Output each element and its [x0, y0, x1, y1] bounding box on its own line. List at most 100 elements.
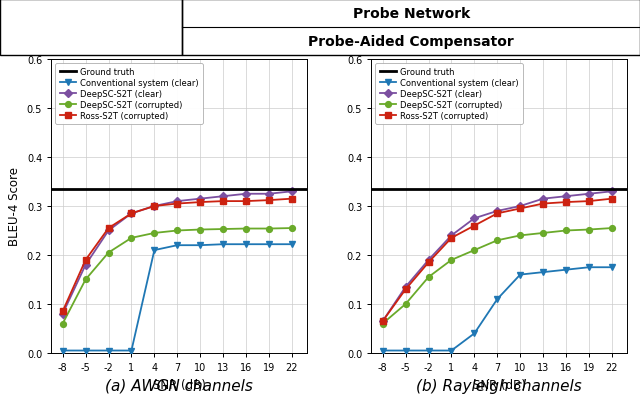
- Ross-S2T (corrupted): [402, 287, 410, 292]
- Conventional system (clear): [379, 348, 387, 353]
- DeepSC-S2T (corrupted): [288, 226, 296, 231]
- Conventional system (clear): [425, 348, 433, 353]
- Ross-S2T (corrupted): [59, 309, 67, 314]
- Line: Conventional system (clear): Conventional system (clear): [60, 242, 295, 354]
- Conventional system (clear): [82, 348, 90, 353]
- Line: DeepSC-S2T (clear): DeepSC-S2T (clear): [380, 189, 614, 324]
- DeepSC-S2T (clear): [82, 263, 90, 268]
- DeepSC-S2T (clear): [265, 192, 273, 197]
- Ross-S2T (corrupted): [105, 226, 113, 231]
- Y-axis label: BLEU-4 Score: BLEU-4 Score: [8, 167, 21, 246]
- DeepSC-S2T (clear): [470, 216, 478, 221]
- Ross-S2T (corrupted): [493, 211, 501, 216]
- Ross-S2T (corrupted): [220, 199, 227, 204]
- DeepSC-S2T (corrupted): [470, 248, 478, 253]
- Ross-S2T (corrupted): [127, 211, 135, 216]
- DeepSC-S2T (corrupted): [59, 321, 67, 326]
- DeepSC-S2T (clear): [220, 194, 227, 199]
- Conventional system (clear): [59, 348, 67, 353]
- Text: (a) AWGN channels: (a) AWGN channels: [105, 377, 253, 393]
- DeepSC-S2T (corrupted): [585, 228, 593, 233]
- DeepSC-S2T (clear): [402, 285, 410, 290]
- Text: Probe-Aided Compensator: Probe-Aided Compensator: [308, 35, 514, 49]
- DeepSC-S2T (corrupted): [562, 228, 570, 233]
- DeepSC-S2T (clear): [447, 233, 455, 238]
- Bar: [182, 0, 640, 56]
- DeepSC-S2T (corrupted): [196, 228, 204, 233]
- Conventional system (clear): [402, 348, 410, 353]
- DeepSC-S2T (clear): [540, 197, 547, 202]
- DeepSC-S2T (corrupted): [82, 278, 90, 282]
- DeepSC-S2T (corrupted): [447, 258, 455, 263]
- Ross-S2T (corrupted): [265, 198, 273, 203]
- X-axis label: SNR (dB): SNR (dB): [473, 377, 525, 391]
- Conventional system (clear): [493, 297, 501, 302]
- DeepSC-S2T (corrupted): [608, 226, 616, 231]
- Conventional system (clear): [288, 242, 296, 247]
- DeepSC-S2T (clear): [562, 194, 570, 199]
- DeepSC-S2T (clear): [425, 258, 433, 263]
- Ross-S2T (corrupted): [425, 260, 433, 265]
- Conventional system (clear): [265, 242, 273, 247]
- DeepSC-S2T (corrupted): [173, 228, 181, 233]
- Ross-S2T (corrupted): [242, 199, 250, 204]
- Ross-S2T (corrupted): [379, 319, 387, 324]
- Conventional system (clear): [105, 348, 113, 353]
- X-axis label: SNR (dB): SNR (dB): [153, 377, 205, 391]
- DeepSC-S2T (clear): [516, 204, 524, 209]
- DeepSC-S2T (clear): [173, 199, 181, 204]
- Conventional system (clear): [516, 273, 524, 278]
- Conventional system (clear): [562, 268, 570, 273]
- DeepSC-S2T (clear): [608, 189, 616, 195]
- Conventional system (clear): [540, 270, 547, 275]
- Ground truth: [440, 187, 447, 192]
- Ross-S2T (corrupted): [516, 206, 524, 211]
- Conventional system (clear): [470, 331, 478, 336]
- DeepSC-S2T (corrupted): [127, 236, 135, 241]
- DeepSC-S2T (corrupted): [242, 226, 250, 231]
- DeepSC-S2T (corrupted): [220, 227, 227, 232]
- Line: DeepSC-S2T (clear): DeepSC-S2T (clear): [60, 189, 294, 317]
- DeepSC-S2T (corrupted): [402, 302, 410, 307]
- Ross-S2T (corrupted): [288, 197, 296, 202]
- DeepSC-S2T (corrupted): [150, 231, 158, 236]
- DeepSC-S2T (clear): [585, 192, 593, 197]
- DeepSC-S2T (corrupted): [516, 233, 524, 238]
- Ross-S2T (corrupted): [562, 200, 570, 205]
- DeepSC-S2T (clear): [379, 319, 387, 324]
- Line: Ross-S2T (corrupted): Ross-S2T (corrupted): [380, 196, 615, 324]
- DeepSC-S2T (corrupted): [493, 238, 501, 243]
- Ground truth: [127, 187, 135, 192]
- Ross-S2T (corrupted): [173, 202, 181, 206]
- Conventional system (clear): [150, 248, 158, 253]
- Conventional system (clear): [196, 243, 204, 248]
- Conventional system (clear): [127, 348, 135, 353]
- Ross-S2T (corrupted): [585, 199, 593, 204]
- Ground truth: [447, 187, 455, 192]
- Ross-S2T (corrupted): [470, 223, 478, 228]
- Conventional system (clear): [585, 265, 593, 270]
- Conventional system (clear): [242, 242, 250, 247]
- DeepSC-S2T (corrupted): [105, 250, 113, 255]
- Ground truth: [120, 187, 127, 192]
- Conventional system (clear): [608, 265, 616, 270]
- DeepSC-S2T (corrupted): [540, 231, 547, 236]
- Ross-S2T (corrupted): [540, 202, 547, 206]
- DeepSC-S2T (clear): [150, 204, 158, 209]
- DeepSC-S2T (clear): [127, 211, 135, 216]
- DeepSC-S2T (corrupted): [265, 226, 273, 231]
- Line: Conventional system (clear): Conventional system (clear): [380, 264, 615, 354]
- DeepSC-S2T (clear): [196, 197, 204, 202]
- DeepSC-S2T (clear): [493, 209, 501, 214]
- DeepSC-S2T (clear): [242, 192, 250, 197]
- DeepSC-S2T (clear): [105, 228, 113, 233]
- DeepSC-S2T (clear): [59, 311, 67, 316]
- DeepSC-S2T (corrupted): [379, 321, 387, 326]
- Ross-S2T (corrupted): [447, 236, 455, 241]
- Text: Probe Network: Probe Network: [353, 7, 470, 21]
- Text: (b) Rayleigh channels: (b) Rayleigh channels: [417, 377, 582, 393]
- Ross-S2T (corrupted): [196, 200, 204, 205]
- Bar: [0, 0, 182, 56]
- Conventional system (clear): [220, 242, 227, 247]
- Line: Ross-S2T (corrupted): Ross-S2T (corrupted): [60, 196, 295, 314]
